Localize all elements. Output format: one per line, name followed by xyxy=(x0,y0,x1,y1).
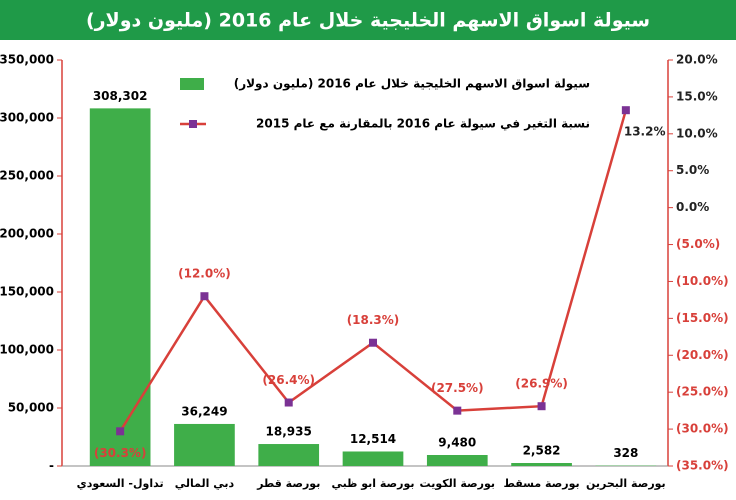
bar-value-label: 36,249 xyxy=(181,404,227,418)
y2-tick-label: 10.0% xyxy=(676,126,718,140)
y-tick-label: 100,000 xyxy=(0,343,54,357)
y2-tick-label: 5.0% xyxy=(676,163,709,177)
bar-value-label: 12,514 xyxy=(350,432,396,446)
bar-value-label: 308,302 xyxy=(93,89,148,103)
bar xyxy=(511,463,572,466)
bar-value-label: 2,582 xyxy=(523,444,561,458)
bar xyxy=(89,108,151,466)
y-tick-label: 250,000 xyxy=(0,169,54,183)
bar-value-label: 328 xyxy=(613,446,638,460)
y2-tick-label: 0.0% xyxy=(676,200,709,214)
x-tick-label: بورصة البحرين xyxy=(586,477,666,490)
line-marker xyxy=(284,398,293,407)
line-value-label: (18.3%) xyxy=(347,313,400,327)
y2-tick-label: 20.0% xyxy=(676,53,718,67)
y-tick-label: 150,000 xyxy=(0,285,54,299)
y2-tick-label: (10.0%) xyxy=(676,274,729,288)
y2-tick-label: (35.0%) xyxy=(676,459,729,473)
line-marker xyxy=(200,292,209,301)
line-value-label: 13.2% xyxy=(624,125,666,139)
line-marker xyxy=(369,338,377,347)
bar-value-label: 18,935 xyxy=(266,425,312,439)
bar xyxy=(342,451,404,466)
y2-tick-label: 15.0% xyxy=(676,89,718,103)
legend-label: نسبة التغير في سيولة عام 2016 بالمقارنة … xyxy=(256,117,590,132)
bar xyxy=(258,444,320,466)
y2-tick-label: (20.0%) xyxy=(676,348,729,362)
y2-tick-label: (25.0%) xyxy=(676,385,729,399)
bar xyxy=(426,455,488,466)
x-tick-label: دبي المالي xyxy=(175,477,235,490)
line-value-label: (27.5%) xyxy=(431,381,484,395)
line-value-label: (26.4%) xyxy=(262,373,315,387)
y-tick-label: 200,000 xyxy=(0,227,54,241)
y2-tick-label: (30.0%) xyxy=(676,422,729,436)
y2-tick-label: (5.0%) xyxy=(676,237,720,251)
title-banner xyxy=(0,0,736,40)
x-tick-label: بورصة مسقط xyxy=(503,477,579,490)
x-tick-label: بورصة قطر xyxy=(256,477,320,490)
bar xyxy=(174,423,235,466)
y2-tick-label: (15.0%) xyxy=(676,311,729,325)
line-marker xyxy=(453,406,462,415)
line-value-label: (12.0%) xyxy=(178,267,231,281)
x-tick-label: بورصة ابو ظبي xyxy=(331,477,414,490)
line-value-label: (26.9%) xyxy=(515,377,568,391)
bar-value-label: 9,480 xyxy=(438,436,476,450)
y-tick-label: - xyxy=(49,459,54,473)
line-marker xyxy=(537,402,546,411)
legend-label: سيولة اسواق الاسهم الخليجية خلال عام 201… xyxy=(234,77,590,92)
line-marker xyxy=(621,106,630,115)
y-tick-label: 300,000 xyxy=(0,111,54,125)
line-value-label: (30.3%) xyxy=(94,446,147,460)
x-tick-label: بورصة الكويت xyxy=(420,477,495,490)
y-tick-label: 350,000 xyxy=(0,53,54,67)
legend-swatch xyxy=(180,78,204,90)
y-tick-label: 50,000 xyxy=(8,401,54,415)
x-tick-label: تداول- السعودي xyxy=(77,477,164,490)
line-marker xyxy=(116,427,125,436)
chart-title: سيولة اسواق الاسهم الخليجية خلال عام 201… xyxy=(86,10,650,32)
legend-swatch xyxy=(189,120,197,128)
